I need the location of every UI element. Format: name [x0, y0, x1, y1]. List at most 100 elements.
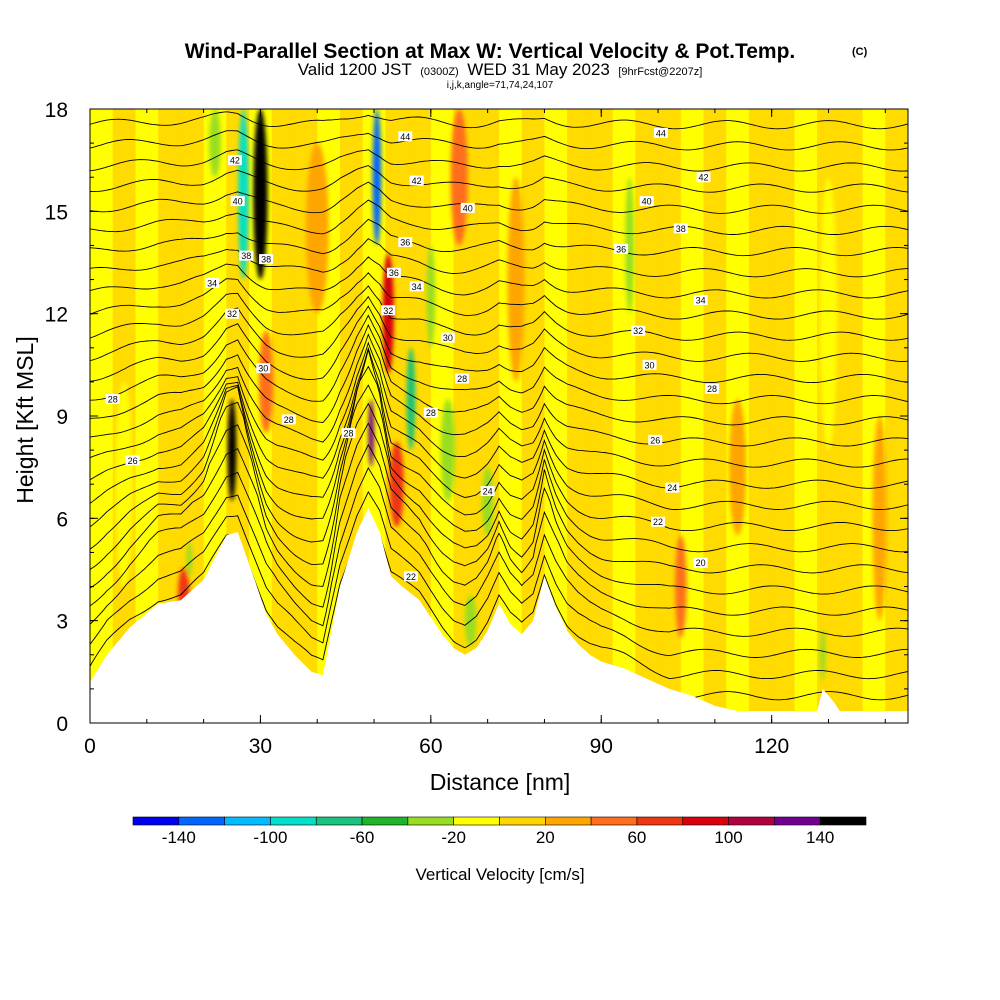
contour-label: 28: [281, 414, 296, 425]
contour-label-box: [386, 267, 401, 278]
isentrope-line: [90, 218, 908, 257]
contour-label: 24: [480, 486, 495, 497]
y-axis-label: Height [Kft MSL]: [12, 336, 38, 503]
contour-label: 32: [381, 305, 396, 316]
velocity-stripe: [180, 109, 205, 723]
isentrope-line: [90, 402, 908, 574]
contour-label-text: 24: [483, 487, 493, 497]
colorbar-segment: [774, 816, 821, 826]
isentrope-line: [90, 256, 908, 299]
contour-label-text: 36: [616, 244, 626, 254]
contour-label-text: 34: [207, 278, 217, 288]
colorbar-label: 60: [627, 828, 646, 847]
contour-label-text: 26: [650, 435, 660, 445]
velocity-cell: [115, 381, 133, 587]
x-tick-label: 0: [84, 735, 96, 758]
velocity-stripe: [589, 109, 614, 723]
contour-label-text: 30: [258, 364, 268, 374]
contour-label-box: [614, 243, 629, 254]
y-tick-label: 15: [45, 201, 68, 224]
contour-label: 22: [403, 571, 418, 582]
contour-label-box: [256, 363, 271, 374]
plot-area: 28 26 34 42 40 38 38 32 30 28 28 44 42 40 36 36 34 32 30 28…: [90, 94, 908, 723]
velocity-stripe: [567, 109, 591, 723]
colorbar-label: -140: [162, 828, 196, 847]
contour-label: 34: [693, 295, 708, 306]
velocity-cell: [819, 629, 826, 681]
velocity-stripe: [839, 109, 864, 723]
contour-label-text: 38: [676, 224, 686, 234]
velocity-stripe: [658, 109, 682, 723]
colorbar-segment: [132, 816, 180, 826]
y-tick-label: 18: [45, 99, 68, 122]
contour-label: 26: [648, 434, 663, 445]
colorbar-segment: [361, 816, 409, 826]
contour-label-text: 44: [400, 132, 410, 142]
contour-label: 24: [665, 482, 680, 493]
contour-label-box: [705, 383, 720, 394]
isentrope-line: [90, 165, 908, 193]
contour-label-text: 32: [633, 326, 643, 336]
colorbar-segment: [728, 816, 775, 826]
colorbar-segment: [499, 816, 546, 826]
contour-label-text: 44: [656, 128, 666, 138]
contour-label: 28: [423, 407, 438, 418]
contour-label-text: 22: [406, 572, 416, 582]
x-axis: 0 30 60 90 120: [84, 109, 886, 758]
x-tick-label: 90: [590, 735, 613, 758]
contour-label: 34: [409, 281, 424, 292]
contour-label-box: [398, 237, 413, 248]
contour-label-text: 28: [457, 374, 467, 384]
contour-labels: 28 26 34 42 40 38 38 32 30 28 28 44 42 40 36 36 34 32 30 28…: [105, 127, 720, 582]
colorbar-segment: [270, 816, 317, 826]
contour-label: 36: [614, 243, 629, 254]
colorbar-segment: [453, 816, 500, 826]
velocity-cell: [186, 542, 193, 577]
isentrope-line: [90, 94, 908, 108]
velocity-stripe: [90, 109, 114, 723]
velocity-cell: [372, 109, 382, 246]
contour-label-box: [259, 254, 274, 265]
contour-label: 30: [642, 359, 657, 370]
contour-label-box: [105, 393, 120, 404]
contour-label-text: 38: [241, 251, 251, 261]
contour-label-box: [455, 373, 470, 384]
contour-label-text: 32: [227, 309, 237, 319]
isentrope-line: [90, 384, 908, 553]
colorbar-segment: [315, 816, 363, 826]
terrain-mask: [90, 508, 908, 723]
y-tick-label: 9: [56, 406, 68, 429]
velocity-stripe: [135, 109, 159, 723]
contour-label-box: [403, 571, 418, 582]
contour-label-box: [381, 305, 396, 316]
isentrope-line: [90, 111, 908, 130]
contour-label: 42: [696, 172, 711, 183]
contour-label: 20: [693, 557, 708, 568]
colorbar-segment: [407, 816, 454, 826]
isentrope-line: [90, 199, 908, 235]
velocity-cell: [258, 330, 274, 434]
potential-temperature-contours: [90, 94, 908, 701]
contour-label-text: 28: [707, 384, 717, 394]
velocity-cell: [253, 109, 268, 280]
contour-label-box: [651, 516, 666, 527]
isentrope-line: [90, 181, 908, 214]
contour-label-box: [693, 295, 708, 306]
y-tick-label: 3: [56, 611, 68, 634]
colorbar-label: 140: [806, 828, 834, 847]
contour-label: 28: [455, 373, 470, 384]
colorbar-label: -20: [441, 828, 466, 847]
isentrope-line: [90, 365, 908, 532]
isentrope-line: [90, 341, 908, 468]
contour-label-box: [423, 407, 438, 418]
contour-label: 36: [386, 267, 401, 278]
contour-label-text: 40: [642, 197, 652, 207]
velocity-cell: [729, 398, 747, 536]
velocity-cell: [368, 398, 375, 468]
contour-label: 28: [705, 383, 720, 394]
contour-label-text: 36: [389, 268, 399, 278]
contour-label: 30: [440, 332, 455, 343]
contour-label-text: 40: [463, 203, 473, 213]
velocity-cell: [305, 143, 329, 314]
contour-label: 42: [227, 155, 242, 166]
